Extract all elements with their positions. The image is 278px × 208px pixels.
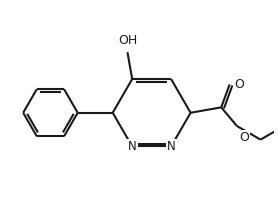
Text: N: N xyxy=(128,140,136,153)
Text: N: N xyxy=(167,140,175,153)
Text: OH: OH xyxy=(118,34,137,47)
Text: O: O xyxy=(234,78,244,91)
Text: O: O xyxy=(239,131,249,144)
